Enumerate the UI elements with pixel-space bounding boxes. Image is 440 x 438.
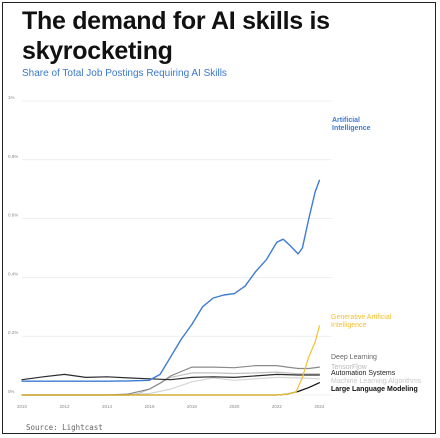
- y-tick-label: 0.6%: [8, 213, 18, 218]
- y-tick-label: 0.4%: [8, 271, 18, 276]
- chart-title: The demand for AI skills is skyrocketing: [22, 7, 330, 65]
- series-label-tensorflow: TensorFlow: [331, 364, 368, 371]
- chart-subtitle: Share of Total Job Postings Requiring AI…: [22, 68, 227, 79]
- series-label-machine-learning-algorithms: Machine Learning Algorithms: [331, 378, 422, 385]
- series-label-generative-artificial-intelligence: Generative Artificial Intelligence: [331, 314, 392, 329]
- series-line-machine-learning-algorithms: [21, 376, 320, 396]
- series-line-generative-artificial-intelligence: [21, 325, 320, 396]
- x-tick-label: 2020: [229, 404, 240, 409]
- series-line-automation-systems: [21, 373, 320, 381]
- chart-frame: [2, 2, 436, 434]
- series-line-tensorflow: [21, 371, 320, 396]
- y-tick-label: 0.2%: [8, 330, 18, 335]
- x-tick-label: 2014: [102, 404, 113, 409]
- series-label-artificial-intelligence: Artificial Intelligence: [332, 117, 371, 132]
- x-tick-label: 2016: [144, 404, 155, 409]
- series-line-artificial-intelligence: [21, 179, 321, 382]
- series-label-automation-systems: Automation Systems: [331, 370, 396, 377]
- x-tick-label: 2024: [314, 404, 325, 409]
- y-tick-label: 1%: [8, 95, 15, 100]
- series-label-large-language-modeling: Large Language Modeling: [331, 386, 418, 393]
- y-tick-label: 0%: [8, 389, 15, 394]
- x-tick-label: 2022: [272, 404, 283, 409]
- series-label-deep-learning: Deep Learning: [331, 354, 377, 361]
- x-tick-label: 2012: [59, 404, 70, 409]
- x-tick-label: 2018: [187, 404, 198, 409]
- y-tick-label: 0.8%: [8, 154, 18, 159]
- x-tick-label: 2010: [17, 404, 28, 409]
- source-note: Source: Lightcast: [26, 423, 103, 432]
